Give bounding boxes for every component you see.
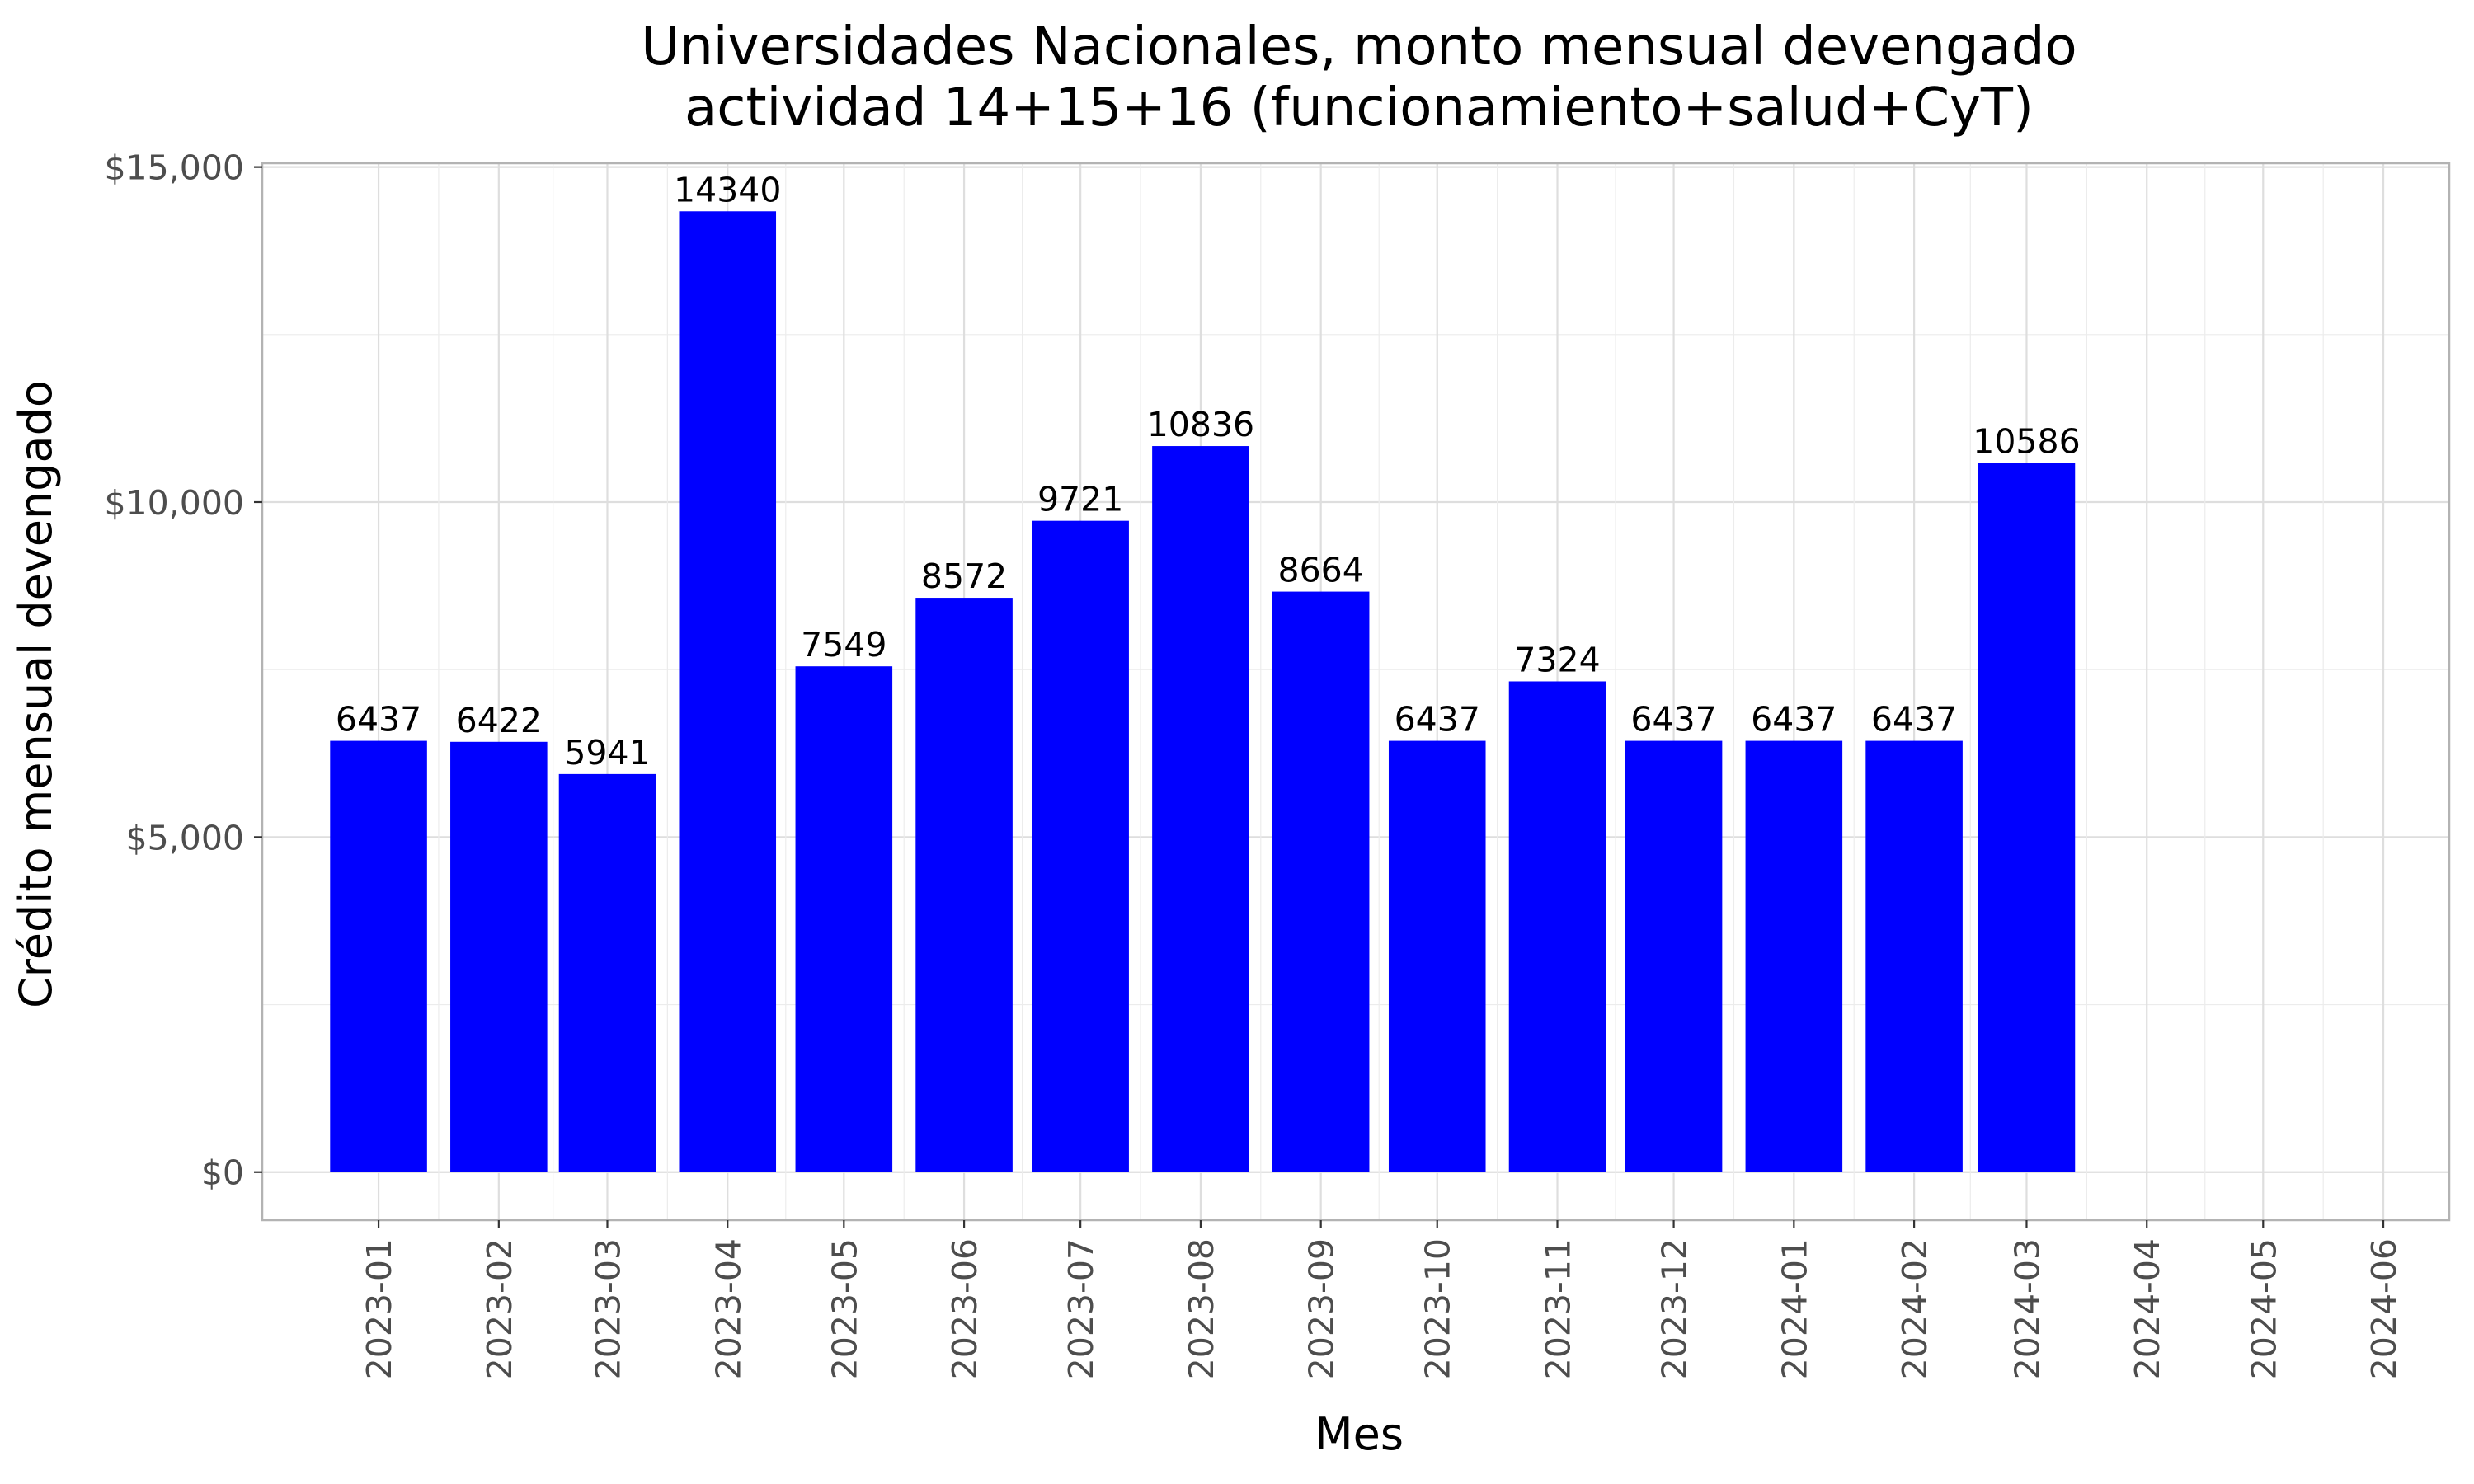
y-tick-label: $15,000	[104, 148, 244, 188]
y-tick-label: $10,000	[104, 483, 244, 523]
bar-2023-01	[330, 740, 427, 1172]
data-label-2023-10: 6437	[1395, 700, 1480, 740]
plot-panel-border	[261, 162, 2451, 1222]
x-tick-label: 2023-03	[588, 1238, 628, 1379]
data-label-2023-02: 6422	[456, 701, 542, 740]
bar-2023-02	[450, 741, 548, 1172]
bar-2023-04	[679, 211, 777, 1172]
data-label-2023-12: 6437	[1630, 700, 1716, 740]
bar-2023-05	[795, 666, 893, 1172]
data-label-2023-06: 8572	[921, 556, 1007, 596]
chart-subtitle: actividad 14+15+16 (funcionamiento+salud…	[684, 77, 2034, 139]
x-tick-label: 2023-08	[1182, 1238, 1221, 1379]
bar-2024-03	[1978, 463, 2076, 1172]
data-label-2023-04: 14340	[674, 170, 781, 209]
data-label-2023-08: 10836	[1147, 405, 1254, 444]
y-axis-title: Crédito mensual devengado	[10, 380, 62, 1008]
x-tick-label: 2023-01	[360, 1238, 399, 1379]
data-label-2023-01: 6437	[336, 700, 421, 740]
data-label-2023-07: 9721	[1037, 480, 1123, 519]
y-tick-label: $0	[201, 1153, 244, 1193]
x-tick-label: 2023-11	[1539, 1238, 1578, 1379]
x-tick-label: 2024-01	[1775, 1238, 1814, 1379]
data-label-2023-11: 7324	[1514, 640, 1600, 679]
data-label-2023-03: 5941	[564, 733, 650, 773]
x-tick-label: 2023-12	[1655, 1238, 1695, 1379]
x-tick-label: 2023-04	[708, 1238, 748, 1379]
x-tick-label: 2024-03	[2007, 1238, 2047, 1379]
x-axis: 2023-01 2023-02 2023-03 2023-04 2023-05 2023-…	[360, 1220, 2404, 1379]
x-axis-title: Mes	[1315, 1408, 1404, 1460]
x-tick-label: 2024-04	[2128, 1238, 2167, 1379]
bar-2023-12	[1625, 740, 1723, 1172]
data-labels: 6437 6422 5941 14340 7549 8572 9721 10836 8664 64…	[336, 170, 2081, 773]
bar-2023-08	[1152, 446, 1249, 1172]
y-axis: $0 $5,000 $10,000 $15,000	[104, 148, 262, 1193]
bar-2023-11	[1508, 681, 1606, 1172]
x-tick-label: 2023-07	[1061, 1238, 1101, 1379]
bar-2023-07	[1032, 520, 1129, 1172]
data-label-2024-02: 6437	[1871, 700, 1957, 740]
x-tick-label: 2024-05	[2244, 1238, 2284, 1379]
data-label-2023-05: 7549	[801, 625, 887, 665]
x-tick-label: 2023-05	[825, 1238, 864, 1379]
chart-title: Universidades Nacionales, monto mensual …	[641, 16, 2077, 77]
x-tick-label: 2023-06	[945, 1238, 985, 1379]
y-tick-label: $5,000	[126, 818, 244, 857]
bar-2024-01	[1745, 740, 1843, 1172]
bar-2023-03	[558, 773, 656, 1172]
bar-2023-06	[915, 598, 1013, 1172]
data-label-2024-03: 10586	[1973, 421, 2080, 461]
bar-2024-02	[1865, 740, 1963, 1172]
data-label-2024-01: 6437	[1751, 700, 1837, 740]
data-label-2023-09: 8664	[1278, 551, 1364, 590]
x-tick-label: 2024-06	[2364, 1238, 2404, 1379]
x-tick-label: 2023-10	[1418, 1238, 1458, 1379]
x-tick-label: 2023-02	[480, 1238, 520, 1379]
bars	[330, 211, 2076, 1172]
bar-2023-09	[1272, 591, 1370, 1172]
x-tick-label: 2024-02	[1895, 1238, 1935, 1379]
bar-2023-10	[1388, 740, 1486, 1172]
x-tick-label: 2023-09	[1302, 1238, 1342, 1379]
